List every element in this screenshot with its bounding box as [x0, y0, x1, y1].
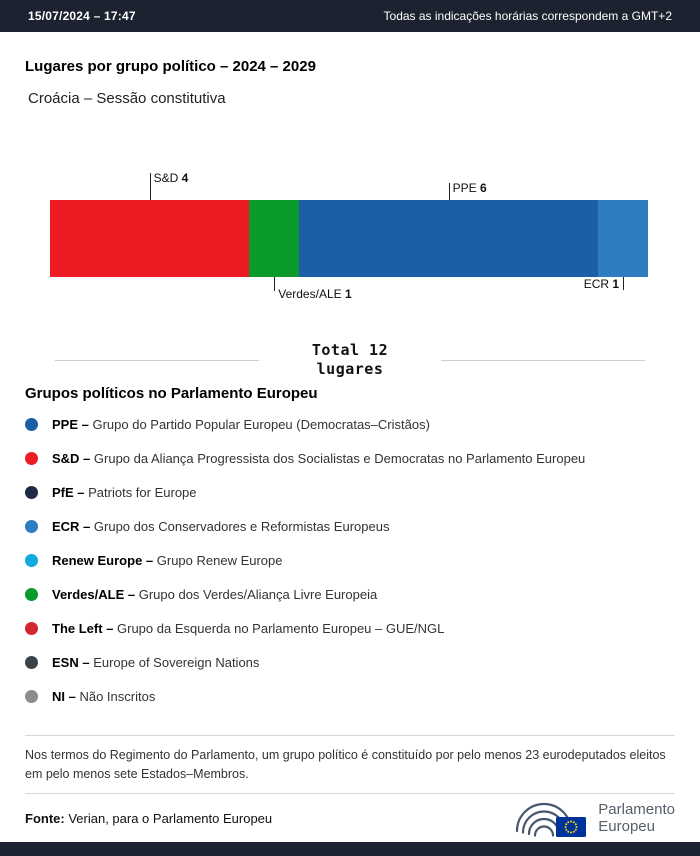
- legend-color-dot: [25, 417, 38, 431]
- legend-item-ppe: PPE – Grupo do Partido Popular Europeu (…: [25, 407, 675, 441]
- ep-logo-text: Parlamento Europeu: [598, 801, 675, 835]
- legend-item-label: ECR – Grupo dos Conservadores e Reformis…: [52, 518, 390, 534]
- legend-item-label: Renew Europe – Grupo Renew Europe: [52, 552, 283, 568]
- total-divider: Total 12 lugares: [55, 341, 645, 379]
- legend-item-renew-europe: Renew Europe – Grupo Renew Europe: [25, 543, 675, 577]
- legend-item-label: S&D – Grupo da Aliança Progressista dos …: [52, 450, 586, 466]
- bottom-bar: [0, 842, 700, 856]
- page-title: Lugares por grupo político – 2024 – 2029: [25, 58, 316, 75]
- legend-item-label: PfE – Patriots for Europe: [52, 484, 197, 500]
- datetime-label: 15/07/2024 – 17:47: [28, 9, 136, 23]
- legend-item-s-d: S&D – Grupo da Aliança Progressista dos …: [25, 441, 675, 475]
- divider: [25, 793, 675, 794]
- segment-label-text: S&D 4: [153, 171, 189, 185]
- segment-label-text: PPE 6: [452, 181, 487, 195]
- legend-item-label: Verdes/ALE – Grupo dos Verdes/Aliança Li…: [52, 586, 378, 602]
- ep-hemicycle-icon: [516, 802, 587, 837]
- legend-item-label: The Left – Grupo da Esquerda no Parlamen…: [52, 620, 445, 636]
- legend-item-ecr: ECR – Grupo dos Conservadores e Reformis…: [25, 509, 675, 543]
- legend-item-ni: NI – Não Inscritos: [25, 679, 675, 713]
- bar-segment-s-d[interactable]: [50, 200, 250, 277]
- legend-color-dot: [25, 587, 38, 601]
- eu-flag-icon: [556, 817, 587, 837]
- divider: [25, 735, 675, 736]
- timezone-note: Todas as indicações horárias corresponde…: [383, 9, 672, 23]
- source-text: Fonte: Verian, para o Parlamento Europeu: [25, 811, 272, 826]
- legend-color-dot: [25, 451, 38, 465]
- footnote: Nos termos do Regimento do Parlamento, u…: [25, 748, 666, 781]
- legend-item-the-left: The Left – Grupo da Esquerda no Parlamen…: [25, 611, 675, 645]
- top-bar: 15/07/2024 – 17:47 Todas as indicações h…: [0, 0, 700, 32]
- label-tick: [623, 277, 625, 290]
- legend-item-verdes-ale: Verdes/ALE – Grupo dos Verdes/Aliança Li…: [25, 577, 675, 611]
- segment-label-text: ECR 1: [583, 277, 620, 291]
- legend-item-label: PPE – Grupo do Partido Popular Europeu (…: [52, 416, 430, 432]
- legend-color-dot: [25, 621, 38, 635]
- total-seats-line1: Total 12: [311, 341, 389, 359]
- legend-color-dot: [25, 519, 38, 533]
- legend-color-dot: [25, 553, 38, 567]
- total-seats-line2: lugares: [316, 360, 384, 378]
- bar-segment-verdes-ale[interactable]: [249, 200, 300, 277]
- legend-item-label: NI – Não Inscritos: [52, 688, 156, 704]
- ep-logo: Parlamento Europeu: [510, 794, 675, 842]
- divider-line-right: [441, 359, 645, 361]
- page-subtitle: Croácia – Sessão constitutiva: [28, 90, 226, 107]
- ep-logo-text-line2: Europeu: [598, 818, 655, 835]
- source-value: Verian, para o Parlamento Europeu: [68, 810, 273, 826]
- legend-color-dot: [25, 689, 38, 703]
- seat-distribution-chart: S&D 4 Verdes/ALE 1 PPE 6 ECR 1: [50, 170, 648, 301]
- legend-item-label: ESN – Europe of Sovereign Nations: [52, 654, 260, 670]
- label-tick: [448, 183, 450, 200]
- segment-label-text: Verdes/ALE 1: [278, 287, 352, 301]
- label-tick: [149, 173, 151, 200]
- legend-heading: Grupos políticos no Parlamento Europeu: [25, 385, 318, 402]
- legend-item-pfe: PfE – Patriots for Europe: [25, 475, 675, 509]
- stacked-bar: [50, 200, 648, 277]
- bar-segment-ecr[interactable]: [598, 200, 648, 277]
- divider-line-left: [55, 359, 259, 361]
- label-tick: [274, 277, 276, 291]
- legend-item-esn: ESN – Europe of Sovereign Nations: [25, 645, 675, 679]
- bar-segment-ppe[interactable]: [299, 200, 599, 277]
- source-row: Fonte: Verian, para o Parlamento Europeu: [25, 794, 675, 842]
- ep-logo-text-line1: Parlamento: [598, 801, 675, 818]
- total-seats-label: Total 12 lugares: [275, 341, 425, 379]
- legend-list: PPE – Grupo do Partido Popular Europeu (…: [0, 407, 700, 713]
- source-label: Fonte:: [25, 810, 65, 826]
- legend-color-dot: [25, 485, 38, 499]
- legend-color-dot: [25, 655, 38, 669]
